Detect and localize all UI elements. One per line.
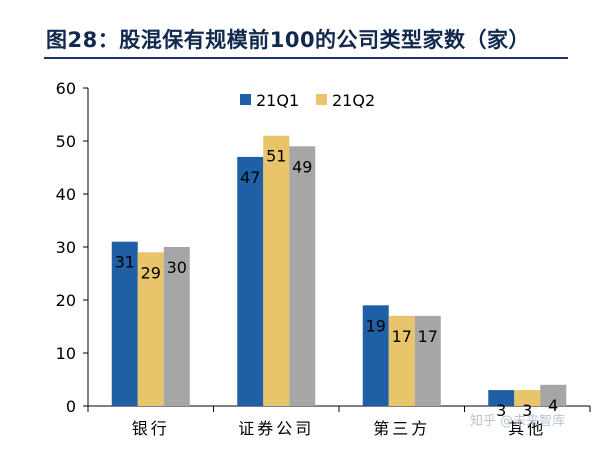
figure-title: 图28：股混保有规模前100的公司类型家数（家） <box>46 28 531 52</box>
bar-chart: 0 10 20 30 40 50 60 31 29 30 银行 47 51 49 证券公司 19 17 17 第三方… <box>56 79 591 438</box>
legend-swatch <box>240 94 251 105</box>
watermark: 知乎 @未来智库 <box>470 414 566 429</box>
bar-1 <box>362 305 389 406</box>
y-tick-label: 30 <box>56 238 76 257</box>
bar-value-label: 3 <box>522 401 532 420</box>
y-tick-label: 60 <box>56 79 76 98</box>
bar-value-label: 47 <box>240 168 260 187</box>
bar-value-label: 3 <box>496 401 506 420</box>
bar-value-label: 31 <box>115 253 135 272</box>
y-tick-label: 20 <box>56 291 76 310</box>
bar-3 <box>289 146 316 407</box>
bar-value-label: 30 <box>167 258 187 277</box>
bar-value-label: 29 <box>141 263 161 282</box>
bar-value-label: 51 <box>266 147 286 166</box>
legend-swatch <box>316 94 327 105</box>
bar-value-label: 19 <box>366 316 386 335</box>
bar-3 <box>540 384 567 406</box>
bar-value-label: 4 <box>548 396 558 415</box>
y-tick-label: 10 <box>56 344 76 363</box>
bar-value-label: 17 <box>418 327 438 346</box>
legend-label: 21Q2 <box>332 91 375 110</box>
bar-1 <box>488 390 515 406</box>
x-category-label: 第三方 <box>373 419 430 438</box>
bar-2 <box>514 390 541 406</box>
y-tick-label: 0 <box>66 397 76 416</box>
bar-2 <box>388 315 415 406</box>
bar-value-label: 49 <box>292 157 312 176</box>
x-category-label: 证券公司 <box>238 419 314 438</box>
title-underline <box>44 57 568 59</box>
figure-header: 图28：股混保有规模前100的公司类型家数（家） <box>0 0 600 62</box>
y-tick-label: 40 <box>56 185 76 204</box>
legend-label: 21Q1 <box>256 91 299 110</box>
x-category-label: 其他 <box>508 419 546 438</box>
bar-value-label: 17 <box>392 327 412 346</box>
bar-3 <box>163 247 190 406</box>
y-tick-label: 50 <box>56 132 76 151</box>
x-category-label: 银行 <box>132 419 170 438</box>
bar-3 <box>414 315 441 406</box>
bar-1 <box>111 241 138 406</box>
bar-2 <box>137 252 164 406</box>
bar-2 <box>263 135 290 406</box>
bar-1 <box>237 156 264 406</box>
